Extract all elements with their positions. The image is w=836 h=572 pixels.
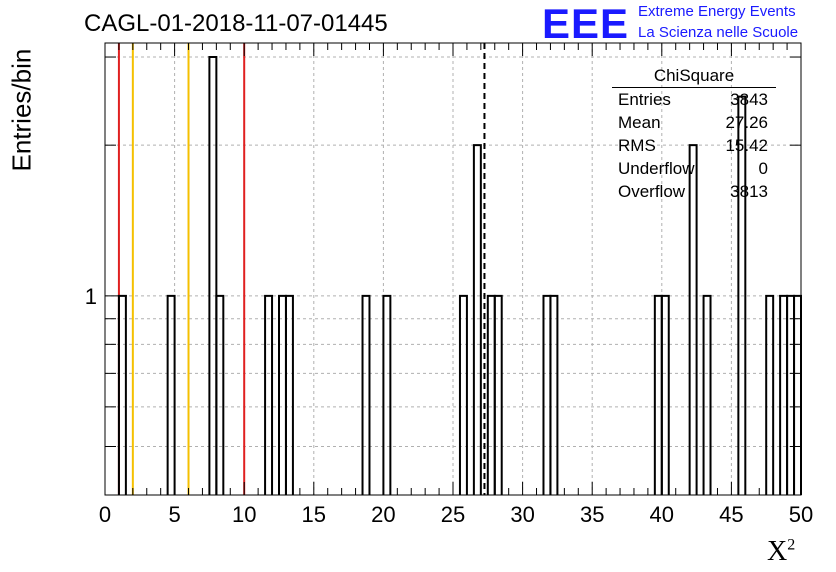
x-tick-label: 15 (302, 502, 326, 527)
x-axis-label: X2 (767, 536, 795, 568)
chart-title: CAGL-01-2018-11-07-01445 (84, 10, 388, 37)
histogram-bin (660, 294, 670, 495)
stats-label: RMS (618, 136, 656, 155)
histogram-bin (542, 294, 552, 495)
histogram-bin (779, 294, 789, 495)
stats-label: Overflow (618, 182, 686, 201)
x-tick-label: 25 (441, 502, 465, 527)
logo-text-line1: Extreme Energy Events (638, 3, 796, 20)
y-axis-label: Entries/bin (6, 48, 37, 172)
stats-label: Entries (618, 90, 671, 109)
histogram-bin (702, 294, 712, 495)
histogram-bin (786, 294, 796, 495)
x-tick-label: 40 (650, 502, 674, 527)
histogram-bin (765, 294, 775, 495)
histogram-bin (737, 95, 747, 495)
stats-row: Entries 3843 (612, 90, 776, 113)
histogram-bin (284, 294, 294, 495)
x-tick-label: 35 (580, 502, 604, 527)
stats-title: ChiSquare (612, 66, 776, 88)
x-tick-label: 30 (510, 502, 534, 527)
x-tick-label: 20 (371, 502, 395, 527)
histogram-bin (472, 144, 482, 495)
histogram-bin (278, 294, 287, 495)
logo-text-line2: La Scienza nelle Scuole (638, 24, 799, 41)
eee-logo: EEE (542, 0, 630, 47)
stats-value: 27.26 (725, 113, 768, 132)
histogram-bin (361, 294, 371, 495)
x-axis-label-superscript: 2 (787, 536, 796, 554)
histogram-bin (549, 294, 559, 495)
x-tick-label: 45 (719, 502, 743, 527)
stats-row: RMS 15.42 (612, 136, 776, 159)
histogram-bin (653, 294, 663, 495)
histogram-bin (166, 294, 176, 495)
histogram-bin (117, 294, 127, 495)
stats-value: 3813 (730, 182, 768, 201)
stats-value: 0 (758, 159, 768, 178)
x-tick-label: 5 (168, 502, 180, 527)
histogram-bin (382, 294, 392, 495)
stats-label: Mean (618, 113, 661, 132)
histogram-bin (493, 294, 503, 495)
histogram-bin (264, 294, 274, 495)
histogram-bin (688, 144, 698, 495)
histogram-bin (215, 294, 225, 495)
x-tick-label: 10 (232, 502, 256, 527)
histogram-bin (458, 294, 468, 495)
histogram-bin (486, 294, 496, 495)
x-tick-label: 0 (99, 502, 111, 527)
stats-row: Underflow 0 (612, 159, 776, 182)
stats-row: Mean 27.26 (612, 113, 776, 136)
x-tick-label: 50 (789, 502, 813, 527)
stats-row: Overflow 3813 (612, 182, 776, 205)
stats-value: 3843 (730, 90, 768, 109)
x-axis-label-text: X (767, 536, 788, 567)
histogram-bin (208, 56, 218, 495)
stats-box: ChiSquare Entries 3843 Mean 27.26 RMS 15.42… (612, 66, 776, 205)
stats-label: Underflow (618, 159, 695, 178)
y-tick-label: 1 (85, 284, 97, 309)
stats-value: 15.42 (725, 136, 768, 155)
histogram-bin (793, 294, 802, 495)
